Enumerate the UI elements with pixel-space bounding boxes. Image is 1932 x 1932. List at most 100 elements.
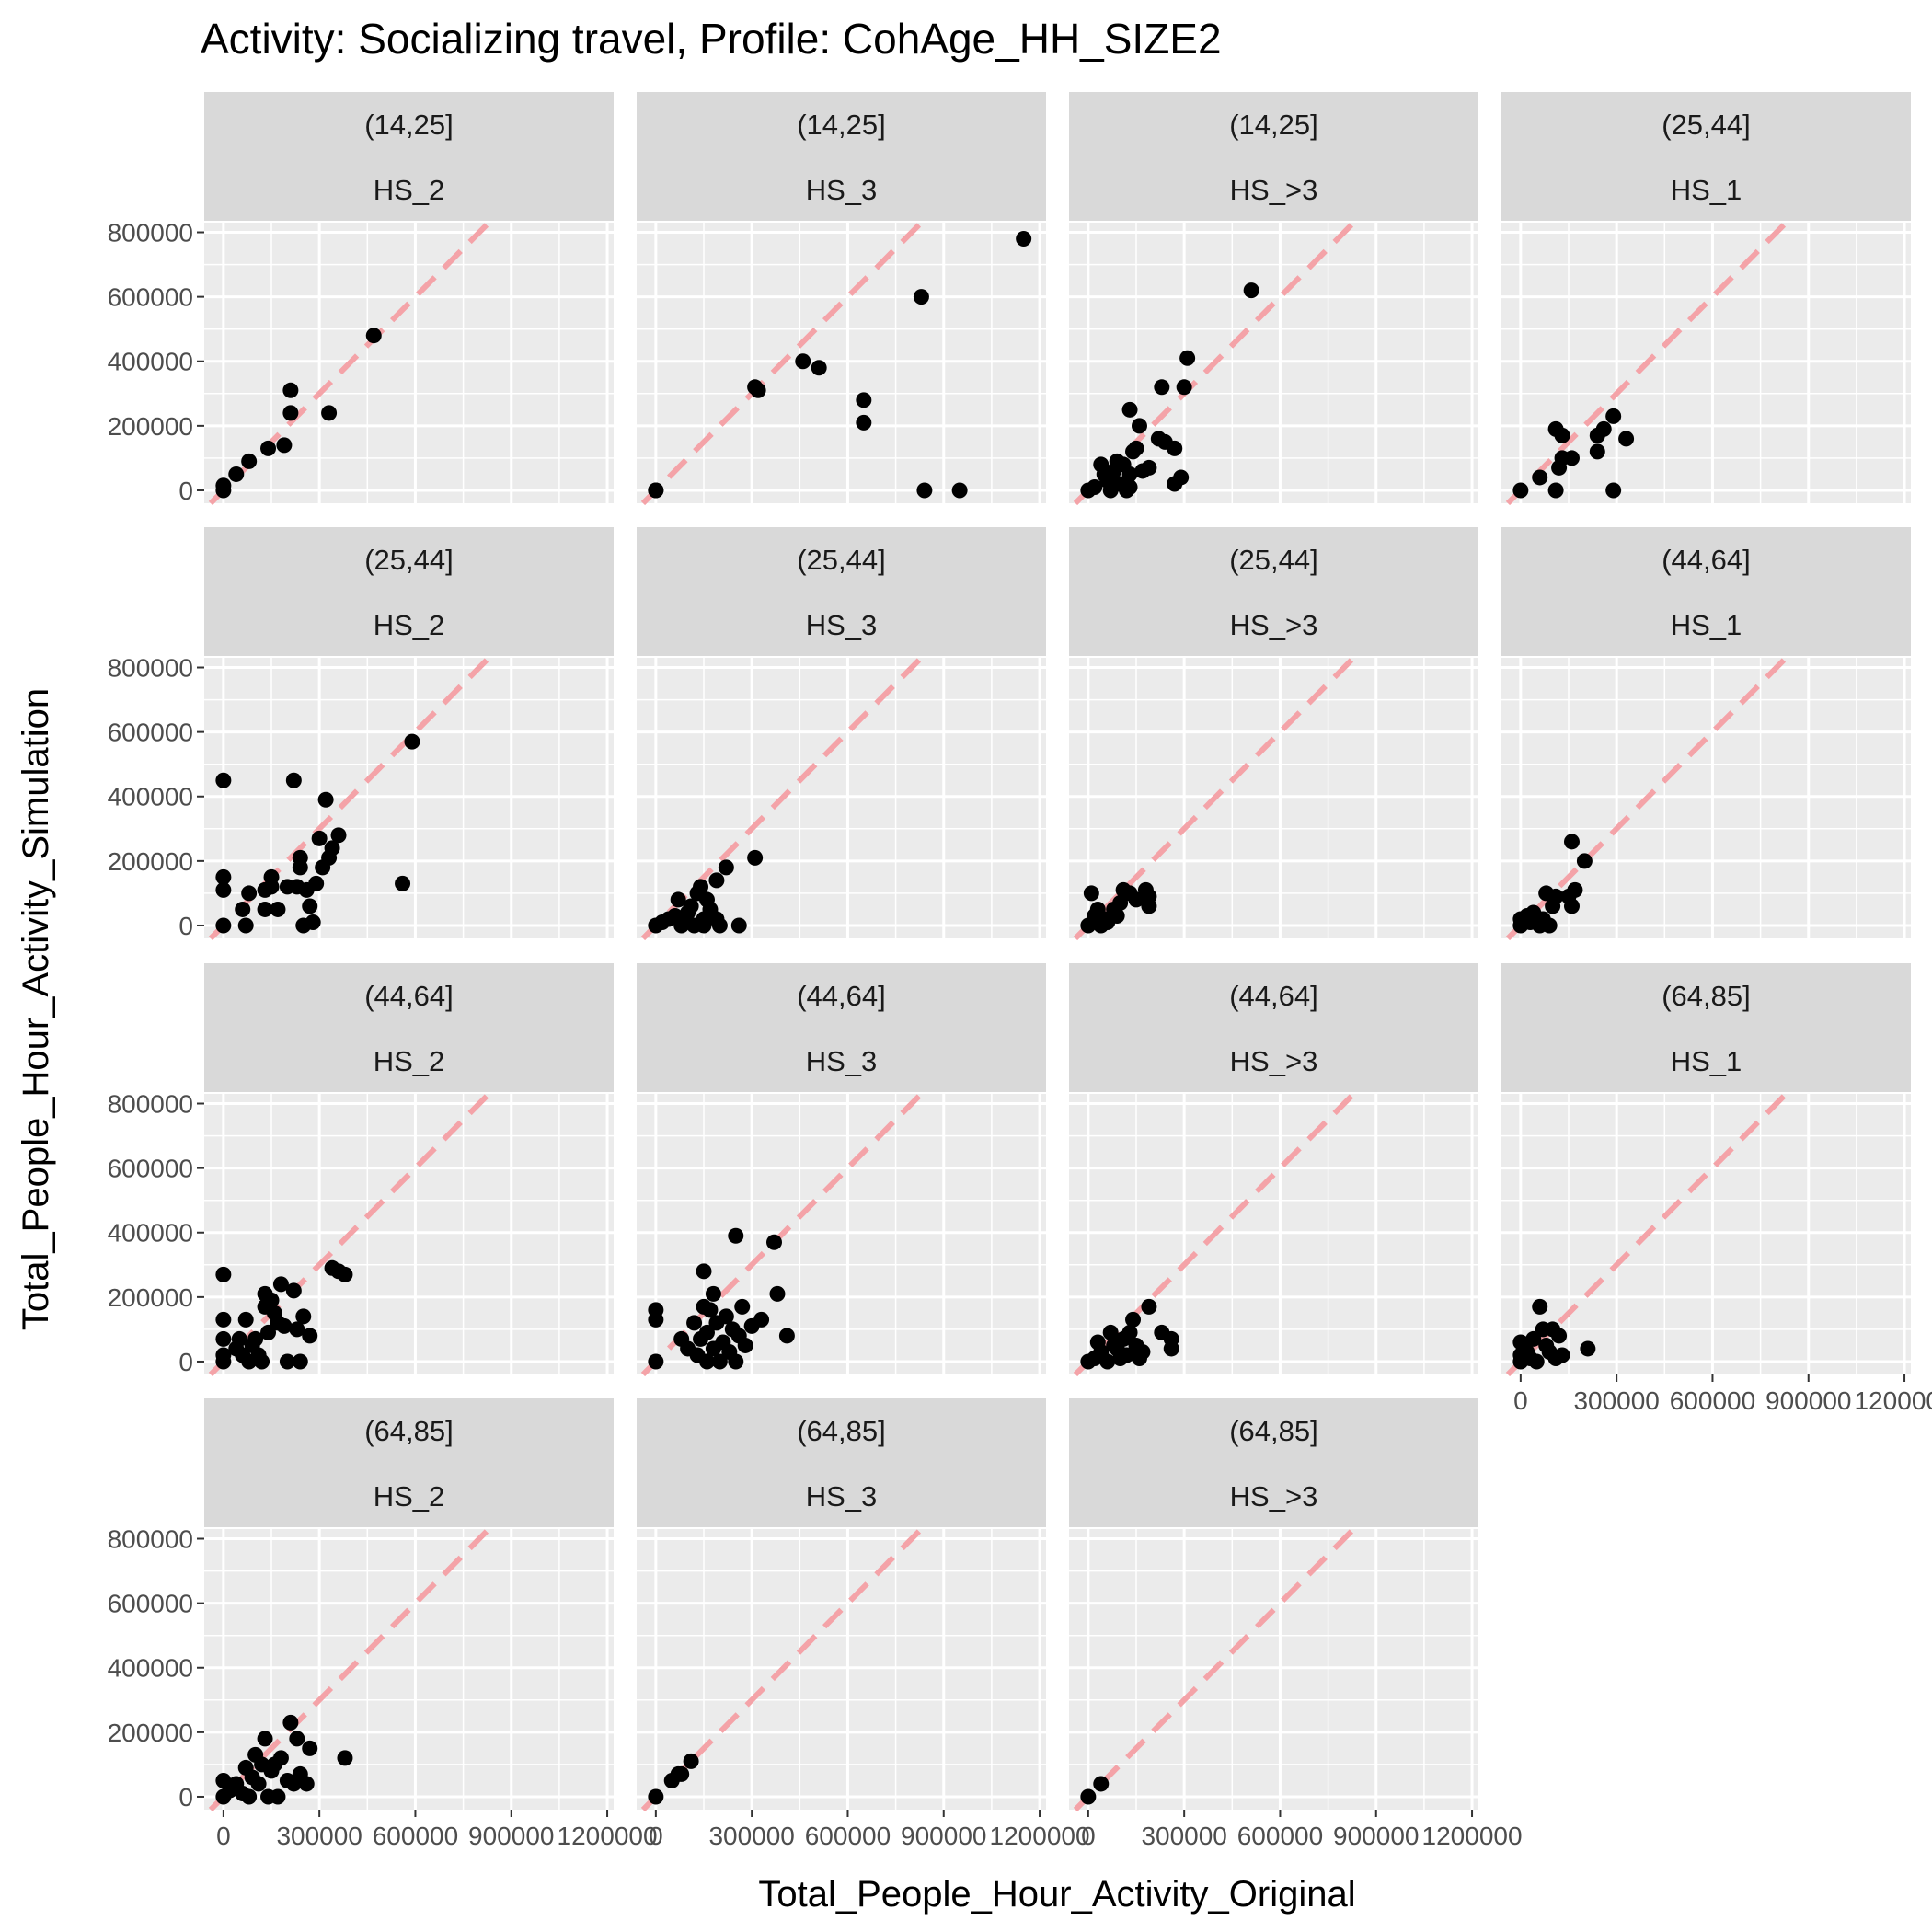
data-point	[1243, 282, 1259, 299]
data-point	[285, 1282, 302, 1299]
strip-label-age: (14,25]	[1229, 109, 1318, 141]
data-point	[1141, 1298, 1157, 1315]
strip-label-household-size: HS_1	[1671, 174, 1742, 206]
facet-panels: (14,25] HS_2 0 200000 400000 600000 800000 (14,…	[108, 92, 1932, 1850]
strip-label-household-size: HS_2	[374, 1045, 445, 1077]
x-tick-label: 0	[1081, 1822, 1096, 1850]
strip-label-age: (44,64]	[1662, 544, 1751, 576]
data-point	[1016, 231, 1032, 247]
data-point	[260, 440, 277, 456]
reference-line	[208, 1091, 491, 1377]
data-point	[235, 901, 251, 917]
data-point	[711, 1353, 728, 1370]
data-point	[295, 1308, 312, 1325]
facet-panel: (44,64] HS_2 0 200000 400000 600000 800000	[108, 963, 614, 1377]
strip-label-household-size: HS_2	[374, 1480, 445, 1512]
y-axis-label: Total_People_Hour_Activity_Simulation	[16, 688, 56, 1330]
facet-panel: (44,64] HS_3	[637, 963, 1046, 1377]
data-point	[272, 1750, 289, 1766]
data-point	[1121, 466, 1138, 482]
data-point	[247, 1330, 264, 1347]
data-point	[321, 405, 338, 421]
facet-panel: (44,64] HS_1	[1501, 527, 1911, 941]
x-tick-label: 600000	[373, 1822, 458, 1850]
data-point	[696, 917, 712, 934]
strip-label-household-size: HS_>3	[1230, 1480, 1318, 1512]
data-point	[1576, 853, 1593, 869]
panel-background	[1069, 1529, 1478, 1810]
data-point	[683, 898, 699, 914]
data-point	[1605, 482, 1622, 499]
data-point	[916, 482, 933, 499]
facet-panel: (14,25] HS_3	[637, 92, 1046, 506]
data-point	[702, 1302, 719, 1318]
data-point	[1173, 469, 1190, 486]
data-point	[765, 1234, 782, 1250]
x-tick-label: 0	[649, 1822, 663, 1850]
y-tick-label: 400000	[108, 1219, 193, 1248]
data-point	[750, 382, 766, 398]
data-point	[696, 1263, 712, 1280]
y-tick-label: 600000	[108, 719, 193, 747]
facet-strip	[637, 92, 1046, 221]
data-point	[308, 875, 325, 891]
data-point	[1512, 482, 1529, 499]
panel-background	[637, 223, 1046, 503]
data-point	[1532, 1298, 1548, 1315]
data-point	[1121, 401, 1138, 418]
x-tick-label: 600000	[805, 1822, 891, 1850]
data-point	[711, 917, 728, 934]
x-tick-label: 900000	[1765, 1386, 1851, 1415]
x-tick-label: 600000	[1237, 1822, 1323, 1850]
data-point	[317, 791, 334, 808]
strip-label-household-size: HS_1	[1671, 609, 1742, 641]
facet-strip	[204, 963, 614, 1092]
data-point	[215, 1311, 232, 1328]
data-point	[272, 1276, 289, 1293]
facet-strip	[204, 527, 614, 656]
y-tick-label: 800000	[108, 654, 193, 683]
strip-label-age: (14,25]	[364, 109, 454, 141]
x-tick-label: 1200000	[558, 1822, 658, 1850]
data-point	[1176, 379, 1192, 396]
facet-strip	[637, 527, 1046, 656]
strip-label-age: (64,85]	[797, 1415, 886, 1447]
strip-label-household-size: HS_3	[806, 1480, 878, 1512]
strip-label-age: (64,85]	[1662, 980, 1751, 1012]
data-point	[305, 914, 321, 930]
y-tick-label: 800000	[108, 1090, 193, 1119]
data-point	[737, 1337, 753, 1353]
y-tick-label: 600000	[108, 1155, 193, 1183]
strip-label-age: (25,44]	[364, 544, 454, 576]
data-point	[856, 392, 872, 408]
x-tick-label: 900000	[468, 1822, 554, 1850]
y-tick-label: 200000	[108, 1719, 193, 1747]
data-point	[718, 1308, 734, 1325]
strip-label-age: (25,44]	[1229, 544, 1318, 576]
x-tick-label: 900000	[1333, 1822, 1419, 1850]
data-point	[404, 733, 420, 750]
reference-line	[1073, 220, 1356, 506]
panel-background	[204, 223, 614, 503]
data-point	[337, 1750, 353, 1766]
data-point	[237, 917, 254, 934]
data-point	[648, 1311, 664, 1328]
y-tick-label: 400000	[108, 348, 193, 376]
data-point	[1554, 427, 1570, 443]
strip-label-household-size: HS_3	[806, 1045, 878, 1077]
x-tick-label: 300000	[1141, 1822, 1226, 1850]
panel-background	[637, 1529, 1046, 1810]
data-point	[279, 1353, 295, 1370]
y-tick-label: 800000	[108, 219, 193, 247]
x-axis-label: Total_People_Hour_Activity_Original	[758, 1874, 1355, 1915]
data-point	[263, 1292, 280, 1308]
y-tick-label: 200000	[108, 847, 193, 876]
facet-panel: (64,85] HS_2 0 200000 400000 600000 800000 0 300…	[108, 1398, 658, 1850]
data-point	[1141, 898, 1157, 914]
facet-panel: (14,25] HS_>3	[1069, 92, 1478, 506]
data-point	[683, 1753, 699, 1769]
data-point	[241, 885, 258, 902]
